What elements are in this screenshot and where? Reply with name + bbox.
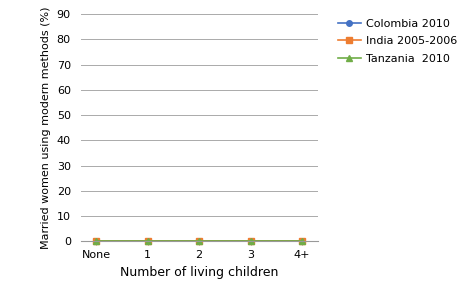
India 2005-2006: [196, 240, 202, 243]
India 2005-2006: [248, 240, 254, 243]
Colombia 2010: [248, 240, 254, 243]
Y-axis label: Married women using modern methods (%): Married women using modern methods (%): [41, 7, 51, 249]
X-axis label: Number of living children: Number of living children: [120, 266, 278, 279]
Tanzania  2010: [93, 240, 99, 243]
Tanzania  2010: [145, 240, 150, 243]
India 2005-2006: [299, 240, 305, 243]
Line: India 2005-2006: India 2005-2006: [93, 239, 305, 244]
Tanzania  2010: [299, 240, 305, 243]
Tanzania  2010: [196, 240, 202, 243]
India 2005-2006: [93, 240, 99, 243]
Colombia 2010: [145, 240, 150, 243]
Tanzania  2010: [248, 240, 254, 243]
Line: Colombia 2010: Colombia 2010: [93, 239, 305, 244]
Colombia 2010: [196, 240, 202, 243]
India 2005-2006: [145, 240, 150, 243]
Colombia 2010: [299, 240, 305, 243]
Line: Tanzania  2010: Tanzania 2010: [93, 239, 305, 244]
Legend: Colombia 2010, India 2005-2006, Tanzania  2010: Colombia 2010, India 2005-2006, Tanzania…: [335, 15, 461, 67]
Colombia 2010: [93, 240, 99, 243]
